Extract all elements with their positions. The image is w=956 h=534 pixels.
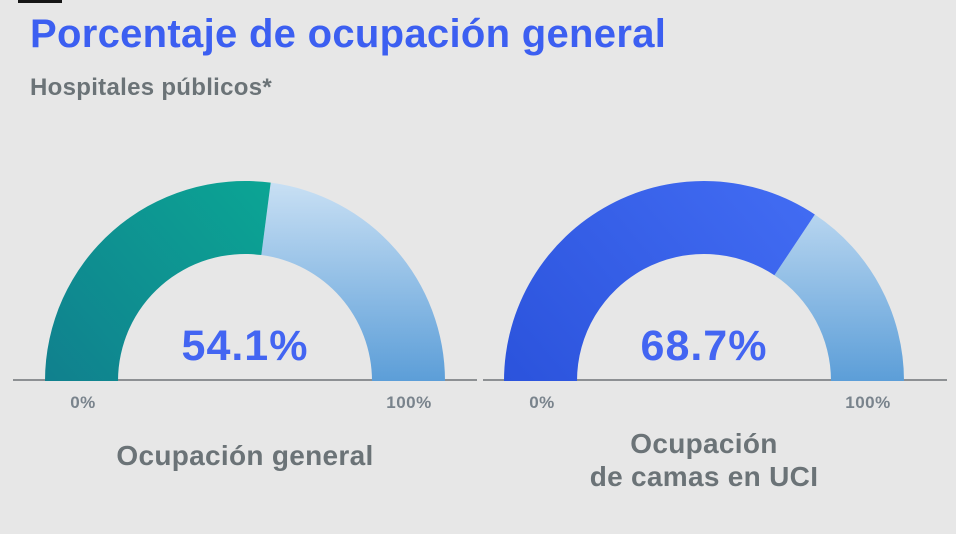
gauge-baseline [13,379,477,381]
gauge-caption-line: Ocupación general [116,440,374,471]
top-edge-artifact [18,0,62,3]
gauge-max-label: 100% [386,393,432,412]
gauge-caption-line: de camas en UCI [589,461,819,492]
gauge-min-label: 0% [529,393,555,412]
gauge-uci: 68.7% 0% 100% Ocupación de camas en UCI [472,161,947,501]
gauge-fill-arc [504,181,815,381]
gauge-remainder-arc [774,214,904,381]
gauge-chart-uci [504,181,904,381]
gauge-value: 68.7% [640,322,768,370]
gauge-caption: Ocupación general [13,439,477,472]
page-subtitle: Hospitales públicos* [30,74,273,101]
gauge-baseline [483,379,947,381]
gauge-general: 54.1% 0% 100% Ocupación general [13,161,477,501]
page-title: Porcentaje de ocupación general [30,12,667,56]
gauge-remainder-arc [261,182,445,381]
gauge-caption: Ocupación de camas en UCI [472,427,936,493]
gauge-min-label: 0% [70,393,96,412]
gauge-max-label: 100% [845,393,891,412]
gauge-fill-arc [45,181,271,381]
gauge-caption-line: Ocupación [630,428,778,459]
gauge-value: 54.1% [181,322,309,370]
gauge-chart-general [45,181,445,381]
